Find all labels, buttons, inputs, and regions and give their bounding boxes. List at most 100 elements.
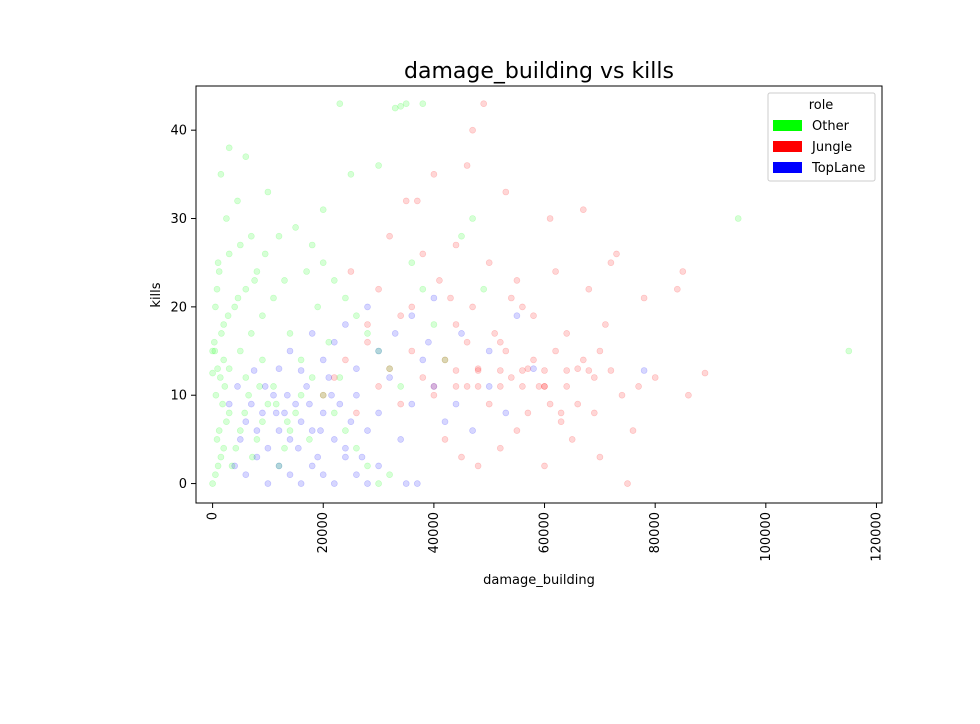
data-point [342, 427, 349, 434]
data-point [347, 171, 355, 178]
data-point [342, 321, 349, 328]
data-point [463, 383, 471, 390]
x-tick-label: 60000 [538, 512, 553, 553]
data-point [413, 197, 421, 205]
data-point [557, 418, 565, 426]
data-point [624, 480, 631, 487]
x-tick-label: 80000 [648, 512, 663, 553]
data-point [701, 369, 709, 377]
data-point [458, 330, 465, 337]
data-point [319, 471, 327, 479]
data-point [408, 259, 416, 267]
data-point [485, 259, 493, 267]
legend-swatch-other [773, 120, 802, 131]
data-point [248, 232, 255, 240]
data-point [496, 367, 504, 374]
data-point [270, 391, 277, 399]
data-point [353, 365, 360, 373]
data-point [209, 347, 216, 355]
data-point [386, 374, 393, 381]
data-point [217, 453, 225, 461]
data-point [441, 356, 449, 364]
data-point [397, 103, 405, 110]
legend: role Other Jungle TopLane [767, 92, 876, 182]
data-point [212, 471, 219, 479]
data-point [286, 427, 294, 434]
data-point [212, 391, 220, 399]
data-point [251, 277, 258, 284]
data-point [496, 444, 504, 452]
data-point [248, 330, 255, 337]
y-tick-label: 0 [179, 477, 187, 492]
x-axis-label: damage_building [483, 573, 595, 588]
data-point [234, 383, 241, 390]
data-point [640, 367, 648, 374]
data-point [375, 285, 382, 293]
data-point [237, 347, 244, 355]
data-point [234, 197, 241, 205]
data-point [264, 400, 272, 408]
chart-title: damage_building vs kills [404, 59, 674, 84]
data-point [469, 126, 476, 134]
data-point [353, 471, 360, 479]
data-point [563, 383, 571, 390]
data-point [242, 374, 250, 381]
data-point [303, 383, 310, 390]
data-point [232, 444, 240, 452]
data-point [225, 144, 233, 152]
data-point [402, 197, 410, 205]
data-point [253, 436, 261, 443]
data-point [485, 347, 493, 355]
y-axis: 0 10 20 30 40 [170, 124, 196, 492]
data-point [364, 321, 371, 328]
data-point [223, 215, 230, 222]
data-point [308, 462, 316, 470]
data-point [463, 162, 471, 169]
data-point [215, 268, 223, 275]
data-point [292, 224, 299, 231]
data-point [574, 400, 582, 408]
data-point [364, 338, 371, 346]
data-point [436, 277, 443, 284]
data-point [259, 418, 266, 426]
data-point [275, 365, 283, 373]
data-point [281, 409, 288, 417]
data-point [530, 365, 537, 373]
data-point [491, 330, 499, 337]
data-point [441, 436, 449, 443]
legend-swatch-jungle [773, 141, 802, 152]
data-point [272, 400, 280, 408]
data-point [330, 480, 338, 487]
data-point [306, 400, 313, 408]
data-point [219, 400, 226, 408]
data-point [590, 374, 598, 381]
data-point [264, 444, 272, 452]
data-point [513, 277, 521, 284]
data-point [397, 312, 405, 320]
data-point [306, 436, 313, 443]
data-point [607, 259, 615, 267]
data-point [281, 277, 288, 284]
data-point [452, 383, 460, 390]
data-point [552, 347, 559, 355]
data-point [319, 206, 327, 213]
data-point [237, 427, 244, 434]
data-point [270, 294, 277, 302]
plot-area-frame [195, 85, 883, 504]
data-point [408, 303, 416, 311]
data-point [342, 356, 349, 364]
data-point [502, 409, 510, 417]
data-point [480, 285, 488, 293]
data-point [347, 268, 355, 275]
data-point [469, 427, 476, 434]
data-point [386, 365, 393, 373]
data-point [530, 356, 537, 364]
data-point [281, 444, 288, 452]
data-point [474, 383, 482, 390]
data-point [231, 303, 238, 311]
data-point [330, 338, 338, 346]
data-point [314, 303, 322, 311]
data-point [215, 427, 223, 434]
data-point [408, 347, 416, 355]
data-point [541, 367, 548, 374]
